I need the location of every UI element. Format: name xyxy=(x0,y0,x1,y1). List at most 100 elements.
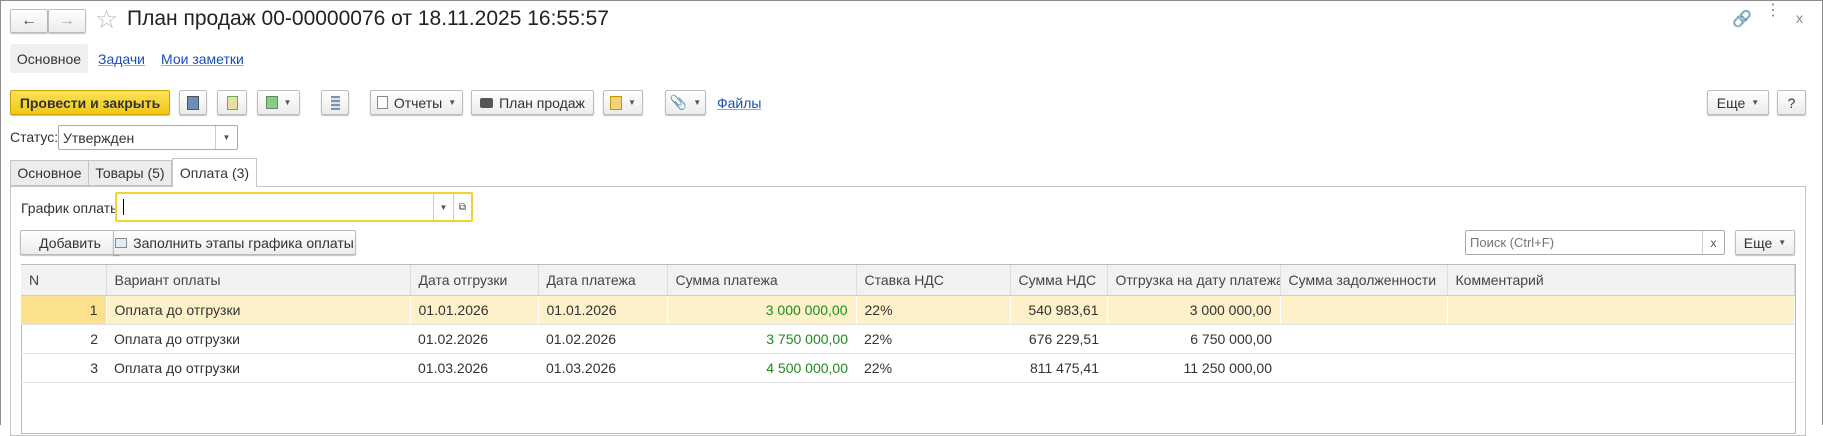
help-button[interactable]: ? xyxy=(1777,90,1806,115)
table-row[interactable]: 2 Оплата до отгрузки 01.02.2026 01.02.2026 3… xyxy=(21,324,1795,354)
nav-tab-main[interactable]: Основное xyxy=(10,44,88,73)
nav-tab-tasks[interactable]: Задачи xyxy=(98,51,146,67)
search-input[interactable]: x xyxy=(1465,230,1725,255)
table-row[interactable]: 3 Оплата до отгрузки 01.03.2026 01.03.2026 4… xyxy=(21,353,1795,383)
cell-vat-rate[interactable]: 22% xyxy=(856,324,1010,354)
star-icon[interactable]: ☆ xyxy=(95,4,119,34)
attach-button[interactable]: 📎 ▼ xyxy=(665,90,706,115)
vertical-dots-icon[interactable]: ⋮ xyxy=(1765,2,1781,19)
column-header-payment-amount[interactable]: Сумма платежа xyxy=(667,265,857,296)
more-button[interactable]: Еще ▼ xyxy=(1707,90,1769,115)
cell-payment-amount[interactable]: 3 750 000,00 xyxy=(667,324,856,354)
report-icon xyxy=(376,96,388,109)
chevron-down-icon[interactable]: ▼ xyxy=(215,126,237,149)
create-based-on-button[interactable]: ▼ xyxy=(257,90,300,115)
cell-payment-variant[interactable]: Оплата до отгрузки xyxy=(106,295,411,325)
add-button[interactable]: Добавить xyxy=(20,230,120,255)
cell-payment-variant[interactable]: Оплата до отгрузки xyxy=(106,353,410,383)
column-header-comment[interactable]: Комментарий xyxy=(1447,265,1795,296)
cell-payment-amount[interactable]: 4 500 000,00 xyxy=(667,353,856,383)
save-button[interactable] xyxy=(179,90,207,115)
status-select[interactable]: Утвержден ▼ xyxy=(58,125,238,150)
table-header-row: N Вариант оплаты Дата отгрузки Дата платежа… xyxy=(21,265,1795,296)
post-button[interactable] xyxy=(217,90,247,115)
payment-schedule-input[interactable]: ▼ ⧉ xyxy=(115,192,473,222)
structure-button[interactable] xyxy=(321,90,349,115)
cell-debt-amount[interactable] xyxy=(1280,324,1447,354)
tab-goods[interactable]: Товары (5) xyxy=(89,160,172,186)
cell-n[interactable]: 2 xyxy=(21,324,106,354)
chevron-down-icon: ▼ xyxy=(1751,98,1760,107)
cell-n[interactable]: 3 xyxy=(21,353,106,383)
chevron-down-icon: ▼ xyxy=(283,98,292,107)
paperclip-icon: 📎 xyxy=(669,94,688,110)
cell-vat-amount[interactable]: 540 983,61 xyxy=(1010,295,1108,325)
cell-shipment-on-payment-date[interactable]: 6 750 000,00 xyxy=(1107,324,1280,354)
column-header-payment-variant[interactable]: Вариант оплаты xyxy=(106,265,411,296)
cell-debt-amount[interactable] xyxy=(1280,295,1448,325)
tab-label: Основное xyxy=(17,165,82,181)
cell-vat-rate[interactable]: 22% xyxy=(856,353,1010,383)
cell-vat-amount[interactable]: 676 229,51 xyxy=(1010,324,1107,354)
forward-button[interactable]: → xyxy=(48,9,86,33)
page-title: План продаж 00-00000076 от 18.11.2025 16… xyxy=(127,7,609,30)
cell-n[interactable]: 1 xyxy=(21,295,107,325)
cell-comment[interactable] xyxy=(1447,353,1795,383)
payment-schedule-label: График оплаты: xyxy=(21,200,125,216)
cell-payment-date[interactable]: 01.02.2026 xyxy=(538,324,667,354)
close-icon[interactable]: x xyxy=(1796,10,1803,26)
column-header-debt-amount[interactable]: Сумма задолженности xyxy=(1280,265,1448,296)
files-link[interactable]: Файлы xyxy=(717,95,762,111)
cell-payment-variant[interactable]: Оплата до отгрузки xyxy=(106,324,410,354)
cell-shipment-on-payment-date[interactable]: 11 250 000,00 xyxy=(1107,353,1280,383)
cell-shipment-on-payment-date[interactable]: 3 000 000,00 xyxy=(1107,295,1281,325)
cell-shipment-date[interactable]: 01.01.2026 xyxy=(410,295,539,325)
cell-payment-amount[interactable]: 3 000 000,00 xyxy=(667,295,857,325)
cell-comment[interactable] xyxy=(1447,324,1795,354)
cell-shipment-date[interactable]: 01.02.2026 xyxy=(410,324,538,354)
arrow-left-icon: ← xyxy=(21,12,37,29)
cell-payment-date[interactable]: 01.03.2026 xyxy=(538,353,667,383)
cell-payment-date[interactable]: 01.01.2026 xyxy=(538,295,668,325)
floppy-disk-icon xyxy=(187,95,199,110)
document-events-button[interactable]: ▼ xyxy=(603,90,643,115)
payment-table: N Вариант оплаты Дата отгрузки Дата платежа… xyxy=(21,265,1795,383)
fill-stages-button[interactable]: Заполнить этапы графика оплаты xyxy=(113,230,356,255)
column-header-vat-amount[interactable]: Сумма НДС xyxy=(1010,265,1108,296)
table-more-button[interactable]: Еще ▼ xyxy=(1735,230,1795,255)
nav-tab-notes[interactable]: Мои заметки xyxy=(161,51,244,67)
tab-main[interactable]: Основное xyxy=(10,160,89,186)
chevron-down-icon: ▼ xyxy=(1778,238,1787,247)
column-header-n[interactable]: N xyxy=(21,265,107,296)
printer-icon xyxy=(480,97,494,108)
print-plan-button[interactable]: План продаж xyxy=(471,90,594,115)
text-cursor xyxy=(123,199,124,215)
cell-shipment-date[interactable]: 01.03.2026 xyxy=(410,353,538,383)
search-field[interactable] xyxy=(1466,235,1702,250)
cell-vat-rate[interactable]: 22% xyxy=(856,295,1011,325)
column-header-payment-date[interactable]: Дата платежа xyxy=(538,265,668,296)
chevron-down-icon: ▼ xyxy=(448,98,457,107)
list-icon xyxy=(330,95,340,110)
column-header-vat-rate[interactable]: Ставка НДС xyxy=(856,265,1011,296)
cell-comment[interactable] xyxy=(1447,295,1795,325)
column-header-shipment-on-payment-date[interactable]: Отгрузка на дату платежа xyxy=(1107,265,1281,296)
cell-debt-amount[interactable] xyxy=(1280,353,1447,383)
post-and-close-button[interactable]: Провести и закрыть xyxy=(10,90,170,115)
clear-search-icon[interactable]: x xyxy=(1702,231,1724,254)
tab-payment[interactable]: Оплата (3) xyxy=(172,158,257,187)
reports-button[interactable]: Отчеты ▼ xyxy=(370,90,463,115)
cell-vat-amount[interactable]: 811 475,41 xyxy=(1010,353,1107,383)
table-row[interactable]: 1 Оплата до отгрузки 01.01.2026 01.01.2026 3… xyxy=(21,295,1795,325)
link-icon[interactable]: 🔗 xyxy=(1732,11,1752,28)
nav-tab-label: Основное xyxy=(16,50,82,67)
arrow-right-icon: → xyxy=(59,12,75,29)
back-button[interactable]: ← xyxy=(10,9,48,33)
status-value: Утвержден xyxy=(63,129,135,146)
column-header-shipment-date[interactable]: Дата отгрузки xyxy=(410,265,539,296)
more-label: Еще xyxy=(1716,94,1746,111)
chevron-down-icon: ▼ xyxy=(693,98,702,107)
chevron-down-icon[interactable]: ▼ xyxy=(433,194,453,220)
open-icon[interactable]: ⧉ xyxy=(453,194,471,220)
